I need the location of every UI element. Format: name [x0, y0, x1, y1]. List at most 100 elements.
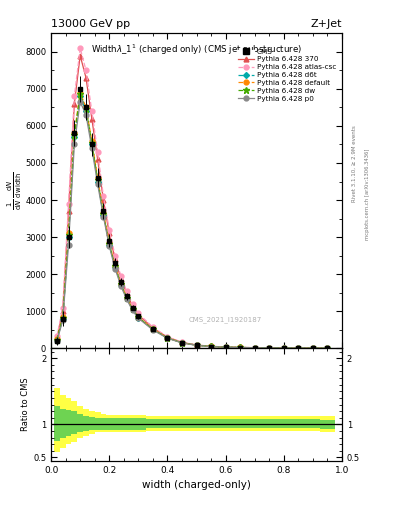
Pythia 6.428 atlas-csc: [209, 343, 213, 349]
Pythia 6.428 d6t: [194, 342, 199, 348]
Pythia 6.428 default: [209, 344, 213, 350]
Pythia 6.428 d6t: [310, 345, 315, 351]
Pythia 6.428 dw: [78, 91, 83, 97]
Line: Pythia 6.428 dw: Pythia 6.428 dw: [54, 91, 331, 351]
Pythia 6.428 d6t: [151, 326, 155, 332]
Pythia 6.428 d6t: [72, 134, 77, 140]
Pythia 6.428 dw: [252, 345, 257, 351]
Pythia 6.428 p0: [151, 327, 155, 333]
Pythia 6.428 370: [267, 345, 272, 351]
Pythia 6.428 370: [55, 335, 59, 341]
Pythia 6.428 dw: [72, 132, 77, 138]
Line: Pythia 6.428 370: Pythia 6.428 370: [55, 53, 330, 351]
Pythia 6.428 atlas-csc: [107, 227, 112, 233]
Pythia 6.428 p0: [165, 335, 170, 342]
Pythia 6.428 p0: [101, 214, 106, 220]
Pythia 6.428 dw: [107, 241, 112, 247]
Pythia 6.428 dw: [95, 177, 100, 183]
Pythia 6.428 370: [119, 275, 123, 282]
Pythia 6.428 dw: [124, 295, 129, 301]
Pythia 6.428 d6t: [113, 264, 118, 270]
Pythia 6.428 dw: [238, 345, 242, 351]
Pythia 6.428 d6t: [267, 345, 272, 351]
Pythia 6.428 p0: [267, 345, 272, 351]
Pythia 6.428 default: [165, 335, 170, 341]
Pythia 6.428 d6t: [124, 295, 129, 301]
Pythia 6.428 370: [223, 344, 228, 350]
Pythia 6.428 p0: [84, 112, 88, 118]
Pythia 6.428 p0: [325, 345, 330, 351]
Pythia 6.428 370: [252, 345, 257, 351]
Pythia 6.428 dw: [223, 344, 228, 350]
Pythia 6.428 p0: [95, 181, 100, 187]
Pythia 6.428 d6t: [325, 345, 330, 351]
Pythia 6.428 d6t: [61, 315, 65, 322]
Pythia 6.428 dw: [130, 306, 135, 312]
Pythia 6.428 atlas-csc: [113, 252, 118, 259]
Pythia 6.428 default: [136, 314, 141, 320]
Pythia 6.428 dw: [113, 263, 118, 269]
Line: Pythia 6.428 default: Pythia 6.428 default: [55, 90, 330, 351]
Pythia 6.428 atlas-csc: [119, 273, 123, 279]
Pythia 6.428 370: [107, 230, 112, 237]
Pythia 6.428 default: [151, 326, 155, 332]
Pythia 6.428 dw: [84, 106, 88, 112]
Pythia 6.428 dw: [55, 337, 59, 343]
Pythia 6.428 p0: [78, 99, 83, 105]
Pythia 6.428 p0: [72, 141, 77, 147]
Pythia 6.428 dw: [180, 339, 184, 346]
Pythia 6.428 d6t: [223, 344, 228, 350]
Line: Pythia 6.428 atlas-csc: Pythia 6.428 atlas-csc: [55, 46, 330, 351]
Pythia 6.428 atlas-csc: [267, 345, 272, 351]
Pythia 6.428 default: [66, 230, 71, 237]
Pythia 6.428 370: [124, 290, 129, 296]
Pythia 6.428 p0: [113, 266, 118, 272]
Text: Rivet 3.1.10, ≥ 2.9M events: Rivet 3.1.10, ≥ 2.9M events: [352, 125, 357, 202]
Pythia 6.428 default: [78, 90, 83, 96]
Pythia 6.428 370: [194, 342, 199, 348]
Pythia 6.428 atlas-csc: [66, 201, 71, 207]
Pythia 6.428 atlas-csc: [90, 108, 94, 114]
Pythia 6.428 p0: [90, 145, 94, 151]
Pythia 6.428 dw: [194, 342, 199, 348]
Pythia 6.428 p0: [223, 344, 228, 350]
Pythia 6.428 d6t: [296, 345, 301, 351]
Pythia 6.428 default: [124, 294, 129, 301]
Pythia 6.428 atlas-csc: [72, 93, 77, 99]
Pythia 6.428 d6t: [281, 345, 286, 351]
Pythia 6.428 default: [310, 345, 315, 351]
Pythia 6.428 p0: [238, 345, 242, 351]
Pythia 6.428 370: [78, 52, 83, 58]
Pythia 6.428 370: [72, 101, 77, 107]
Pythia 6.428 d6t: [165, 335, 170, 341]
Pythia 6.428 p0: [194, 342, 199, 348]
Pythia 6.428 d6t: [84, 108, 88, 114]
Pythia 6.428 d6t: [107, 242, 112, 248]
Pythia 6.428 370: [95, 156, 100, 162]
Pythia 6.428 dw: [325, 345, 330, 351]
Pythia 6.428 370: [84, 75, 88, 81]
Pythia 6.428 p0: [107, 243, 112, 249]
Pythia 6.428 default: [194, 342, 199, 348]
Pythia 6.428 default: [119, 281, 123, 287]
Pythia 6.428 default: [223, 344, 228, 350]
Pythia 6.428 default: [267, 345, 272, 351]
Pythia 6.428 atlas-csc: [61, 305, 65, 311]
Text: 13000 GeV pp: 13000 GeV pp: [51, 19, 130, 30]
Pythia 6.428 d6t: [252, 345, 257, 351]
Pythia 6.428 atlas-csc: [296, 345, 301, 351]
Pythia 6.428 p0: [310, 345, 315, 351]
Pythia 6.428 default: [130, 306, 135, 312]
Pythia 6.428 p0: [136, 315, 141, 322]
Pythia 6.428 default: [72, 130, 77, 136]
Pythia 6.428 p0: [281, 345, 286, 351]
Pythia 6.428 default: [252, 345, 257, 351]
Pythia 6.428 atlas-csc: [78, 45, 83, 51]
Text: mcplots.cern.ch [arXiv:1306.3436]: mcplots.cern.ch [arXiv:1306.3436]: [365, 149, 371, 240]
Pythia 6.428 dw: [165, 335, 170, 341]
Pythia 6.428 atlas-csc: [281, 345, 286, 351]
Pythia 6.428 d6t: [66, 234, 71, 240]
Pythia 6.428 default: [107, 240, 112, 246]
Pythia 6.428 default: [325, 345, 330, 351]
Pythia 6.428 p0: [66, 242, 71, 248]
